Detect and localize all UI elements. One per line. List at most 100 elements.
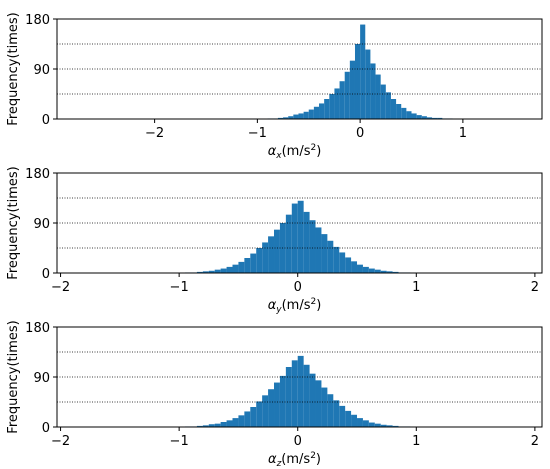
bar (333, 400, 340, 427)
bar (380, 270, 387, 273)
x-tick-label: 0 (294, 280, 302, 295)
bar (274, 229, 280, 273)
bar (297, 200, 304, 273)
bar (386, 271, 393, 273)
y-tick-label: 180 (25, 13, 50, 28)
bar (365, 49, 371, 119)
bar (303, 111, 309, 119)
bar (406, 111, 412, 119)
bar (324, 99, 330, 119)
bar (262, 242, 269, 273)
bar (351, 261, 358, 273)
bar (345, 410, 352, 427)
x-axis-label-part: ) (316, 298, 321, 313)
x-axis-label: αz(m/s2) (268, 451, 321, 469)
x-tick-label: 1 (412, 280, 420, 295)
bar (392, 271, 399, 273)
bar (308, 109, 314, 119)
y-axis-label: Frequency(times) (6, 166, 21, 279)
x-axis-label-part: (m/s (281, 452, 310, 467)
bar (250, 407, 257, 427)
x-axis-label-part: x (275, 151, 282, 161)
bar (303, 211, 310, 273)
y-tick-label: 180 (25, 167, 50, 182)
bar (321, 234, 328, 273)
bar (360, 24, 366, 119)
bar (214, 423, 221, 427)
bar (214, 269, 221, 273)
bar (291, 360, 298, 427)
bar (309, 373, 316, 427)
x-tick-label: −2 (51, 280, 70, 295)
bar (374, 269, 381, 273)
bar (220, 422, 227, 427)
bar (368, 422, 375, 427)
bar (333, 246, 340, 273)
bar (268, 389, 275, 427)
x-axis-label-part: 2 (310, 297, 316, 307)
bar (226, 420, 233, 427)
bar (220, 268, 227, 273)
bar (421, 116, 427, 119)
x-tick-label: −2 (51, 434, 70, 449)
bar (250, 253, 257, 273)
x-tick-label: 2 (531, 280, 539, 295)
bar (202, 271, 209, 273)
x-tick-label: −1 (248, 126, 267, 141)
x-axis-label-part: 2 (310, 143, 316, 153)
y-tick-label: 90 (33, 371, 50, 386)
bar (375, 74, 381, 119)
bar (416, 115, 422, 119)
y-tick-label: 0 (42, 421, 50, 436)
x-tick-label: 1 (459, 126, 467, 141)
bar (357, 264, 363, 273)
y-tick-label: 0 (42, 113, 50, 128)
x-axis-label-part: (m/s (282, 144, 311, 159)
bar (354, 44, 361, 119)
bar (327, 240, 334, 273)
bar (244, 411, 251, 427)
bar (319, 103, 325, 119)
subplot: 0 90 180 −2 −1 0 1 Frequency(times) αx(m/s2) (6, 12, 543, 161)
x-tick-label: 2 (531, 434, 539, 449)
bar (351, 414, 358, 427)
bar (390, 99, 397, 119)
x-tick-label: −2 (145, 126, 164, 141)
bar (327, 394, 334, 427)
bar (344, 71, 350, 119)
bar (226, 266, 233, 273)
bar (202, 425, 209, 427)
x-tick-label: −1 (170, 434, 189, 449)
bar (313, 106, 320, 119)
bar (370, 63, 376, 119)
bar (309, 220, 316, 273)
bar (298, 113, 304, 119)
bar (334, 88, 340, 119)
x-axis-label-part: (m/s (282, 298, 311, 313)
bar (380, 84, 386, 119)
bar (349, 60, 355, 119)
bar (291, 203, 298, 273)
y-tick-label: 0 (42, 267, 50, 282)
bar (303, 364, 310, 427)
bar (297, 355, 304, 427)
bar (362, 266, 369, 273)
x-axis-label-part: α (268, 144, 277, 159)
bar (374, 423, 381, 427)
bar (362, 420, 369, 427)
bar (256, 248, 263, 273)
bar (357, 418, 363, 427)
x-axis-label: αx(m/s2) (268, 143, 322, 161)
bar (196, 425, 203, 427)
x-axis-label-part: 2 (310, 451, 316, 461)
bar (293, 114, 299, 119)
x-axis-label-part: ) (316, 144, 321, 159)
bar (285, 214, 292, 273)
bar (277, 117, 284, 119)
bar (411, 113, 417, 119)
bar (232, 264, 239, 273)
bar (392, 425, 399, 427)
